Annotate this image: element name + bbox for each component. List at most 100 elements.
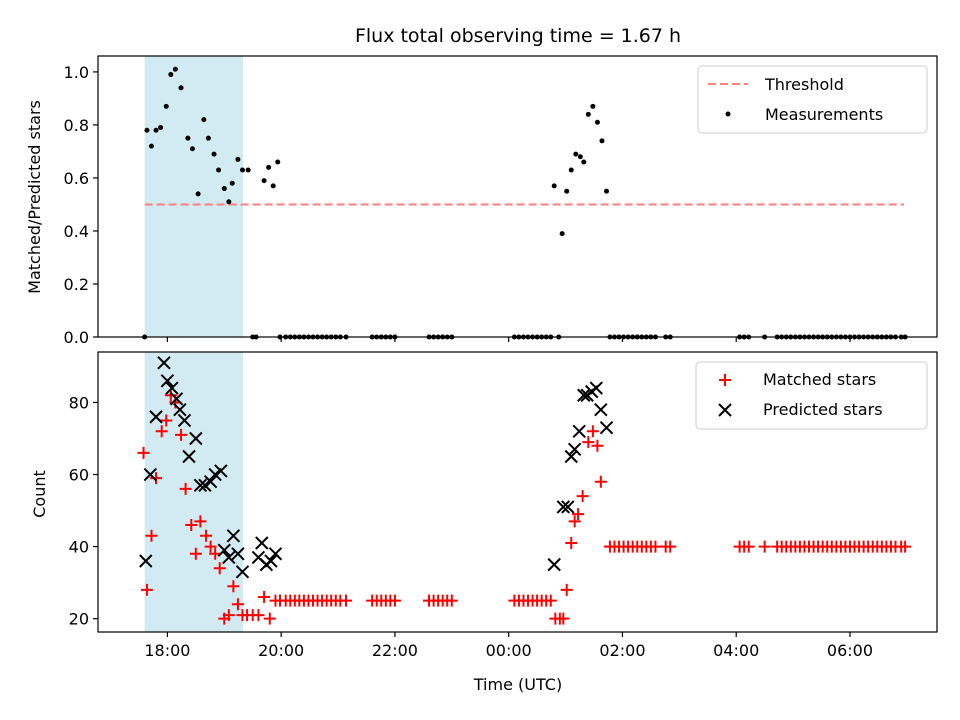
matched-star-point bbox=[200, 529, 213, 542]
predicted-star-point bbox=[599, 420, 614, 435]
matched-star-point bbox=[194, 515, 207, 528]
y-tick-label-bottom: 80 bbox=[69, 393, 89, 412]
measurement-point bbox=[144, 127, 150, 133]
measurement-point bbox=[239, 167, 245, 173]
matched-star-point bbox=[209, 547, 222, 560]
matched-star-point bbox=[222, 609, 235, 622]
predicted-star-point bbox=[193, 478, 208, 493]
predicted-star-point bbox=[589, 381, 603, 395]
matched-star-point bbox=[544, 594, 557, 607]
predicted-star-point bbox=[556, 500, 570, 514]
span-highlight-top bbox=[144, 56, 244, 337]
x-axis-label: Time (UTC) bbox=[473, 675, 562, 694]
predicted-star-point bbox=[594, 402, 608, 417]
legend-predicted-swatch bbox=[718, 403, 732, 417]
predicted-star-point bbox=[572, 424, 586, 438]
predicted-star-point bbox=[226, 529, 241, 543]
span-highlight-bottom bbox=[144, 352, 244, 632]
measurement-point bbox=[201, 117, 207, 123]
matched-star-point bbox=[227, 580, 240, 593]
measurement-point bbox=[189, 146, 195, 152]
x-tick-label: 00:00 bbox=[486, 641, 532, 660]
matched-star-point bbox=[664, 540, 677, 553]
matched-star-point bbox=[649, 540, 662, 553]
chart-title: Flux total observing time = 1.67 h bbox=[355, 25, 681, 47]
y-tick-label-bottom: 60 bbox=[69, 466, 89, 485]
measurement-point bbox=[266, 164, 272, 170]
matched-star-point bbox=[213, 562, 226, 575]
predicted-star-point bbox=[214, 464, 228, 478]
y-tick-label-top: 0.4 bbox=[64, 222, 89, 241]
matched-star-point bbox=[140, 583, 153, 596]
predicted-star-point bbox=[217, 543, 231, 557]
predicted-star-point bbox=[203, 475, 218, 489]
matched-star-point bbox=[175, 428, 188, 441]
matched-star-point bbox=[179, 482, 192, 495]
predicted-star-point bbox=[255, 536, 269, 550]
measurement-point bbox=[245, 167, 251, 173]
measurement-point bbox=[564, 188, 570, 194]
matched-star-point bbox=[582, 436, 595, 449]
legend-top: Threshold Measurements bbox=[697, 65, 928, 134]
measurement-point bbox=[158, 125, 164, 131]
matched-star-point bbox=[340, 594, 353, 607]
x-tick-label: 02:00 bbox=[599, 641, 645, 660]
measurement-point bbox=[216, 167, 222, 173]
panel-count: 20 40 60 80 18:00 20:00 22:00 00:00 02:00 04:00 0… bbox=[30, 351, 938, 694]
legend-bottom: Matched stars Predicted stars bbox=[695, 361, 928, 430]
measurement-point bbox=[148, 143, 154, 149]
predicted-star-point bbox=[182, 449, 196, 464]
legend-predicted-label: Predicted stars bbox=[763, 400, 883, 419]
y-tick-label-top: 0.8 bbox=[64, 116, 89, 135]
matched-star-point bbox=[557, 612, 570, 625]
predicted-star-point bbox=[547, 557, 561, 572]
predicted-star-point bbox=[149, 410, 163, 424]
predicted-star-point bbox=[561, 500, 575, 514]
y-tick-label-top: 1.0 bbox=[64, 63, 89, 82]
predicted-star-point bbox=[577, 388, 591, 402]
matched-star-point bbox=[594, 475, 607, 488]
predicted-star-point bbox=[160, 374, 175, 388]
matched-star-point bbox=[586, 425, 599, 438]
axes-frame-bottom bbox=[97, 351, 938, 633]
panel-ratio: 0.0 0.2 0.4 0.6 0.8 1.0 Matched/Predicted sta… bbox=[25, 55, 938, 347]
y-tick-label-bottom: 40 bbox=[69, 538, 89, 557]
measurement-point bbox=[568, 167, 574, 173]
legend-matched-swatch bbox=[719, 374, 731, 386]
legend-measurements-swatch bbox=[725, 111, 731, 117]
matched-star-point bbox=[445, 594, 458, 607]
y-tick-label-top: 0.6 bbox=[64, 169, 89, 188]
legend-threshold-label: Threshold bbox=[764, 75, 844, 94]
measurement-point bbox=[178, 85, 184, 91]
measurement-point bbox=[229, 180, 235, 186]
predicted-star-point bbox=[173, 402, 187, 417]
measurement-point bbox=[211, 151, 217, 157]
matched-star-point bbox=[164, 389, 177, 402]
predicted-star-point bbox=[231, 547, 245, 561]
x-tick-label: 18:00 bbox=[144, 641, 190, 660]
x-tick-label: 04:00 bbox=[713, 641, 759, 660]
predicted-star-point bbox=[264, 554, 278, 568]
predicted-star-point bbox=[268, 547, 283, 561]
predicted-star-point bbox=[157, 356, 171, 370]
measurement-point bbox=[551, 183, 557, 189]
matched-star-point bbox=[758, 540, 771, 553]
matched-star-point bbox=[137, 446, 150, 459]
y-axis-label-top: Matched/Predicted stars bbox=[25, 100, 44, 294]
x-tick-label: 06:00 bbox=[827, 641, 873, 660]
measurement-point bbox=[604, 188, 610, 194]
matched-star-point bbox=[252, 609, 265, 622]
measurement-point bbox=[168, 72, 174, 78]
matched-star-point bbox=[231, 598, 244, 611]
x-tick-label: 20:00 bbox=[258, 641, 304, 660]
matched-star-point bbox=[565, 536, 578, 549]
matched-star-point bbox=[160, 414, 173, 427]
matched-star-point bbox=[258, 591, 271, 604]
matched-star-point bbox=[591, 439, 604, 452]
matched-star-point bbox=[204, 540, 217, 553]
measurement-point bbox=[153, 127, 159, 133]
measurement-point bbox=[163, 103, 169, 109]
predicted-star-point bbox=[143, 467, 158, 482]
predicted-star-point bbox=[564, 449, 578, 464]
y-tick-label-top: 0.2 bbox=[64, 275, 89, 294]
